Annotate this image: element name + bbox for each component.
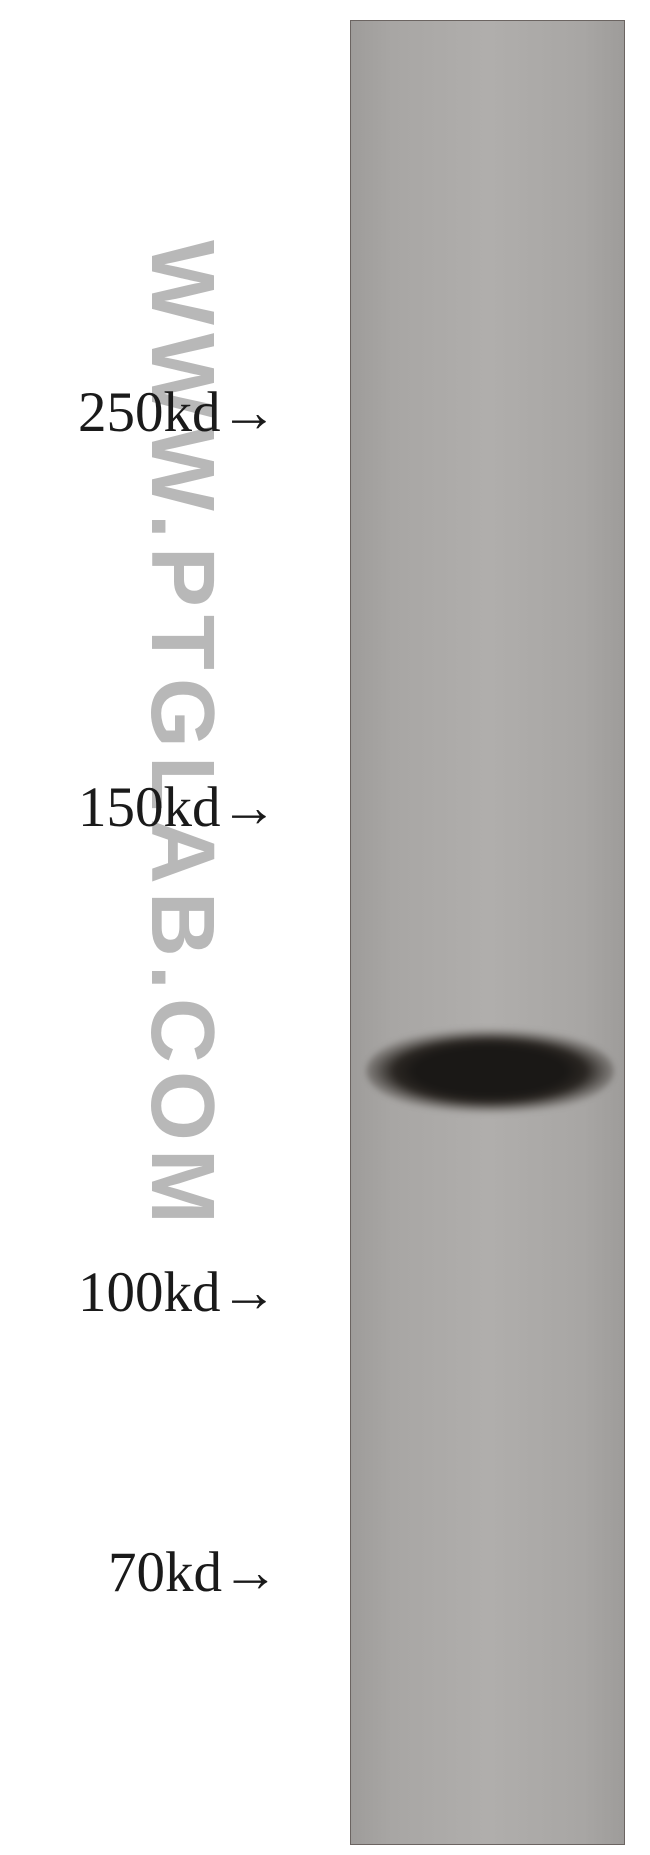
arrow-icon: → [221, 380, 278, 445]
western-blot-figure: WWW.PTGLAB.COM 250kd→150kd→100kd→70kd→ [0, 0, 650, 1855]
marker-100kd: 100kd→ [78, 1260, 278, 1325]
marker-label-text: 100kd [78, 1261, 221, 1324]
protein-band [366, 1026, 614, 1116]
blot-lane [350, 20, 625, 1845]
marker-150kd: 150kd→ [78, 775, 278, 840]
marker-label-text: 70kd [108, 1541, 222, 1604]
arrow-icon: → [221, 1260, 278, 1325]
marker-70kd: 70kd→ [108, 1540, 279, 1605]
marker-label-text: 150kd [78, 776, 221, 839]
marker-250kd: 250kd→ [78, 380, 278, 445]
marker-label-text: 250kd [78, 381, 221, 444]
arrow-icon: → [221, 775, 278, 840]
arrow-icon: → [222, 1540, 279, 1605]
